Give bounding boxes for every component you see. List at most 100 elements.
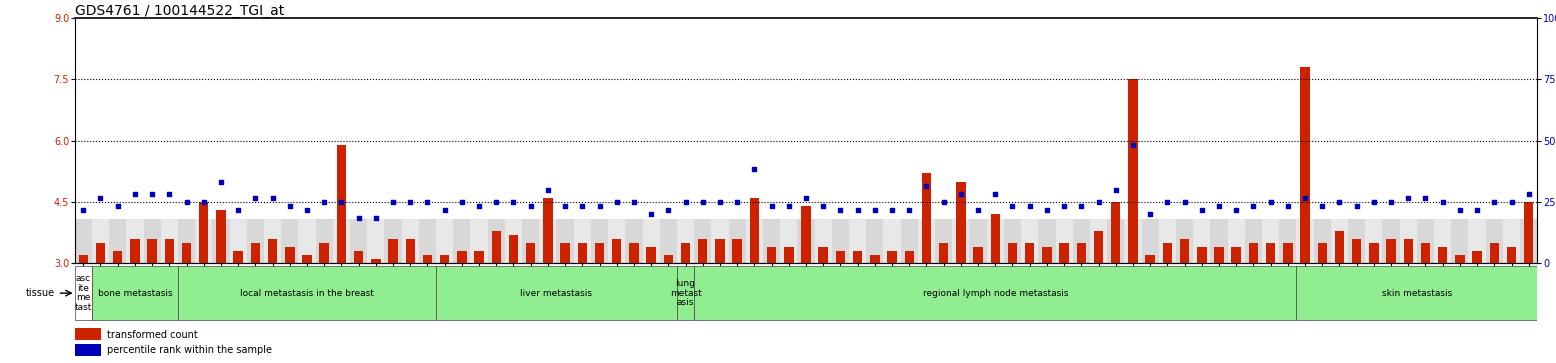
Bar	[815, 219, 832, 263]
Text: liver metastasis: liver metastasis	[521, 289, 593, 298]
Bar	[557, 219, 574, 263]
Point	[1223, 207, 1248, 213]
Point	[398, 199, 423, 205]
Point	[106, 203, 131, 209]
Bar	[1111, 202, 1120, 263]
Point	[1498, 199, 1523, 205]
Bar	[1072, 219, 1089, 263]
Bar	[509, 234, 518, 263]
Point	[983, 191, 1008, 197]
Bar	[182, 243, 191, 263]
Bar	[1094, 231, 1103, 263]
Text: lung
metast
asis: lung metast asis	[669, 279, 702, 307]
Bar	[1382, 219, 1400, 263]
Bar	[333, 219, 350, 263]
Bar	[682, 243, 691, 263]
Bar	[1335, 231, 1344, 263]
Bar	[96, 243, 106, 263]
Point	[552, 203, 577, 209]
Point	[604, 199, 629, 205]
Point	[896, 207, 921, 213]
Point	[174, 199, 199, 205]
Text: bone metastasis: bone metastasis	[98, 289, 173, 298]
Bar	[694, 219, 711, 263]
Bar	[436, 219, 453, 263]
Point	[966, 207, 991, 213]
Point	[311, 199, 336, 205]
Bar	[78, 255, 89, 263]
Bar	[884, 219, 901, 263]
Point	[209, 179, 233, 184]
Bar	[92, 266, 177, 320]
Point	[467, 203, 492, 209]
Bar	[316, 219, 333, 263]
Bar	[677, 266, 694, 320]
Bar	[574, 219, 591, 263]
Bar	[1520, 219, 1537, 263]
Point	[759, 203, 784, 209]
Bar	[1089, 219, 1108, 263]
Bar	[487, 219, 504, 263]
Bar	[767, 247, 776, 263]
Bar	[299, 219, 316, 263]
Point	[1103, 187, 1128, 192]
Bar	[646, 247, 657, 263]
Bar	[319, 243, 328, 263]
Bar	[282, 219, 299, 263]
Bar	[1400, 219, 1418, 263]
Bar	[92, 219, 109, 263]
Point	[621, 199, 646, 205]
Bar	[131, 239, 140, 263]
Bar	[540, 219, 557, 263]
Bar	[711, 219, 728, 263]
Bar	[212, 219, 230, 263]
Bar	[440, 255, 450, 263]
Point	[501, 199, 526, 205]
Point	[345, 215, 370, 221]
Bar	[801, 206, 811, 263]
Bar	[475, 251, 484, 263]
Bar	[75, 344, 101, 356]
Point	[1344, 203, 1369, 209]
Bar	[918, 219, 935, 263]
Point	[294, 207, 319, 213]
Point	[1069, 203, 1094, 209]
Bar	[1228, 219, 1245, 263]
Point	[587, 203, 612, 209]
Point	[1035, 207, 1060, 213]
Point	[260, 195, 285, 201]
Bar	[974, 247, 983, 263]
Bar	[233, 251, 243, 263]
Bar	[126, 219, 143, 263]
Bar	[109, 219, 126, 263]
Point	[123, 191, 148, 197]
Bar	[677, 219, 694, 263]
Bar	[1421, 243, 1430, 263]
Bar	[1162, 243, 1172, 263]
Point	[381, 199, 406, 205]
Bar	[969, 219, 987, 263]
Point	[638, 211, 663, 217]
Bar	[1313, 219, 1330, 263]
Bar	[1296, 266, 1537, 320]
Point	[1396, 195, 1421, 201]
Bar	[1021, 219, 1038, 263]
Point	[1516, 191, 1540, 197]
Bar	[987, 219, 1004, 263]
Bar	[660, 219, 677, 263]
Point	[415, 199, 440, 205]
Bar	[1179, 239, 1189, 263]
Point	[845, 207, 870, 213]
Bar	[694, 266, 1296, 320]
Bar	[1248, 243, 1259, 263]
Bar	[1128, 79, 1137, 263]
Point	[1206, 203, 1231, 209]
Bar	[716, 239, 725, 263]
Bar	[423, 255, 433, 263]
Point	[569, 203, 594, 209]
Bar	[1506, 247, 1516, 263]
Bar	[384, 219, 401, 263]
Bar	[75, 266, 92, 320]
Bar	[247, 219, 265, 263]
Bar	[1211, 219, 1228, 263]
